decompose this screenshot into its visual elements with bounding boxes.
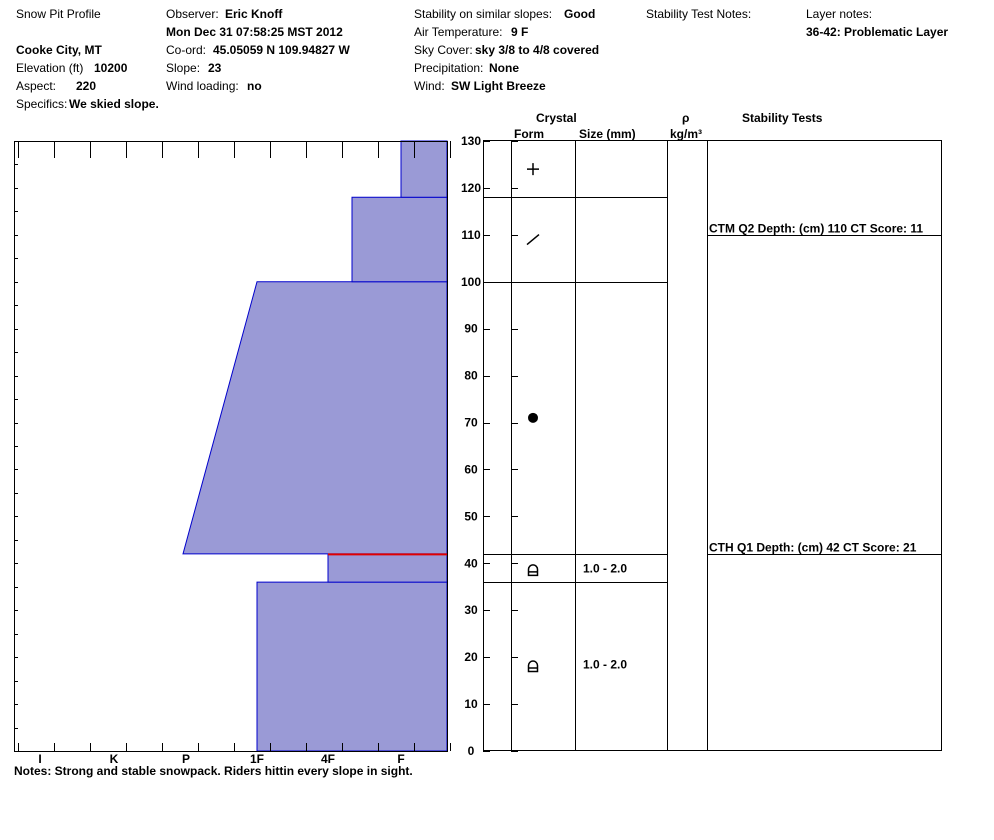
depth-axis-label: 130	[461, 134, 481, 148]
depth-axis-label: 120	[461, 181, 481, 195]
hardness-scale-label: P	[182, 752, 190, 766]
precip-label: Precipitation:	[414, 61, 484, 75]
size-header: Size (mm)	[579, 127, 636, 141]
dot-icon	[528, 412, 538, 423]
coord-label: Co-ord:	[166, 43, 207, 57]
depth-axis-label: 60	[464, 462, 478, 476]
depth-axis-label: 20	[464, 650, 478, 664]
wind-label: Wind:	[414, 79, 445, 93]
stability-tests-header: Stability Tests	[742, 111, 823, 125]
depth-hoar-icon	[527, 564, 539, 577]
depth-axis-label: 40	[464, 556, 478, 570]
hardness-layer	[351, 196, 448, 283]
wind-loading-label: Wind loading:	[166, 79, 239, 93]
sky-cover-value: sky 3/8 to 4/8 covered	[475, 43, 600, 57]
depth-axis-label: 110	[461, 228, 481, 242]
depth-axis-label: 0	[468, 744, 475, 758]
depth-axis-label: 80	[464, 369, 478, 383]
crystal-size-label: 1.0 - 2.0	[583, 561, 627, 575]
precip-value: None	[489, 61, 519, 75]
observation-datetime: Mon Dec 31 07:58:25 MST 2012	[166, 25, 343, 39]
depth-axis-label: 10	[464, 697, 478, 711]
hardness-scale-label: I	[38, 752, 41, 766]
layer-notes-label: Layer notes:	[806, 7, 873, 21]
hardness-layer	[256, 581, 448, 752]
form-header: Form	[514, 127, 544, 141]
stability-notes-label: Stability Test Notes:	[646, 7, 752, 21]
coord-value: 45.05059 N 109.94827 W	[213, 43, 350, 57]
depth-axis-label: 70	[464, 416, 478, 430]
notes: Notes: Strong and stable snowpack. Rider…	[14, 764, 413, 778]
specifics-label: Specifics:	[16, 97, 68, 111]
hardness-scale-label: F	[397, 752, 404, 766]
layer-table-frame	[483, 140, 942, 751]
depth-axis-label: 100	[461, 275, 481, 289]
sky-cover-label: Sky Cover:	[414, 43, 473, 57]
stability-test-label: CTH Q1 Depth: (cm) 42 CT Score: 21	[709, 541, 917, 555]
stability-test-label: CTM Q2 Depth: (cm) 110 CT Score: 11	[709, 222, 923, 236]
aspect-label: Aspect:	[16, 79, 57, 93]
crystal-size-label: 1.0 - 2.0	[583, 658, 627, 672]
depth-axis-label: 30	[464, 603, 478, 617]
air-temp-label: Air Temperature:	[414, 25, 503, 39]
hardness-layer	[182, 281, 448, 555]
slope-label: Slope:	[166, 61, 201, 75]
layer-notes-value: 36-42: Problematic Layer	[806, 25, 949, 39]
observer-value: Eric Knoff	[225, 7, 283, 21]
density-unit-header: kg/m³	[670, 127, 703, 141]
specifics-value: We skied slope.	[69, 97, 159, 111]
air-temp-value: 9 F	[511, 25, 529, 39]
hardness-scale-label: 1F	[250, 752, 264, 766]
plus-icon	[527, 163, 539, 176]
hardness-scale-label: K	[110, 752, 119, 766]
elevation-value: 10200	[94, 61, 128, 75]
depth-hoar-icon	[527, 660, 539, 673]
hardness-layer	[400, 140, 448, 198]
wind-value: SW Light Breeze	[451, 79, 546, 93]
crystal-header: Crystal	[536, 111, 577, 125]
wind-loading-value: no	[247, 79, 262, 93]
depth-axis-label: 50	[464, 509, 478, 523]
page-title: Snow Pit Profile	[16, 7, 101, 21]
hardness-scale-label: 4F	[321, 752, 335, 766]
location: Cooke City, MT	[16, 43, 102, 57]
slope-value: 23	[208, 61, 222, 75]
stability-value: Good	[564, 7, 596, 21]
aspect-value: 220	[76, 79, 97, 93]
observer-label: Observer:	[166, 7, 219, 21]
slash-icon	[526, 233, 540, 246]
elevation-label: Elevation (ft)	[16, 61, 84, 75]
depth-axis-label: 90	[464, 322, 478, 336]
stability-label: Stability on similar slopes:	[414, 7, 553, 21]
rho-header: ρ	[682, 111, 690, 125]
hardness-layer	[327, 553, 448, 583]
